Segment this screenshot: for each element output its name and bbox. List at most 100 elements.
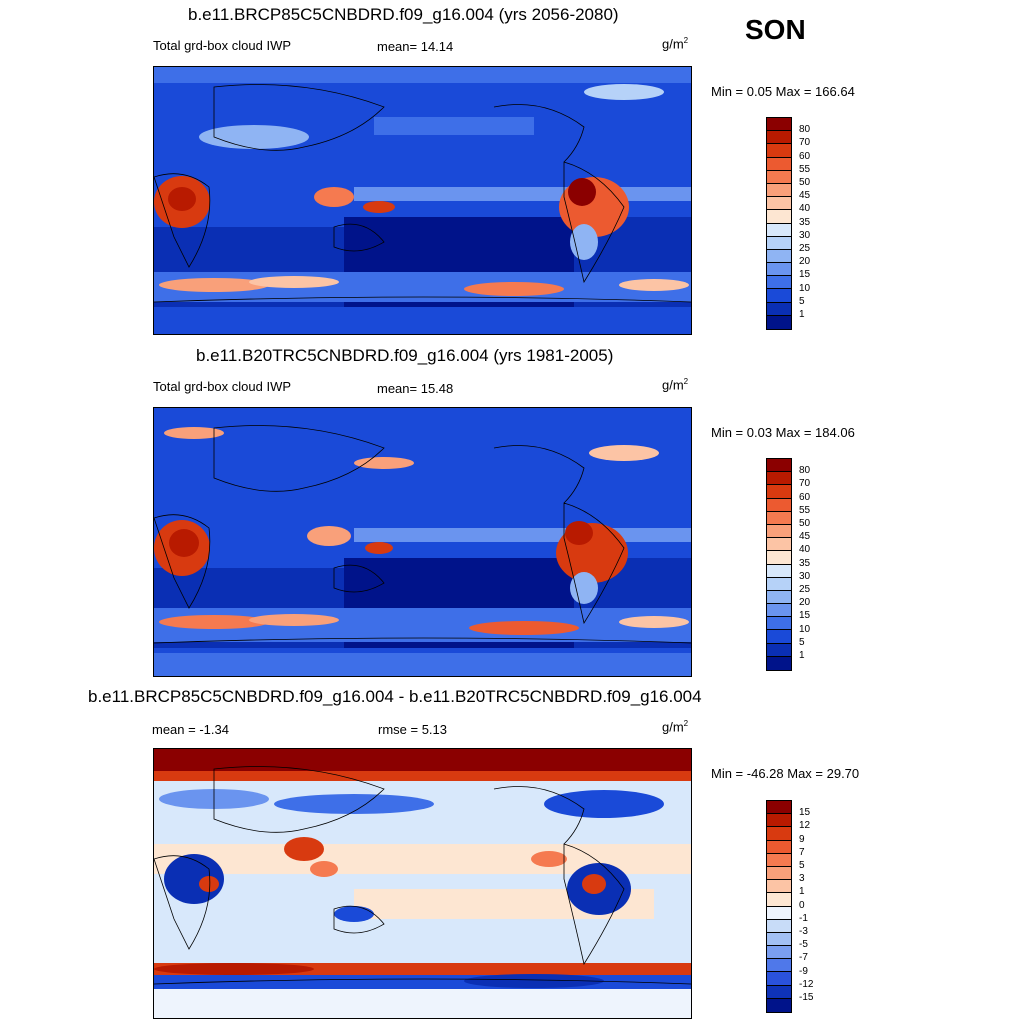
colorbar-segment [767,118,791,132]
colorbar-tick-label: 5 [799,860,805,871]
colorbar-segment [767,590,791,605]
colorbar-segment [767,998,791,1012]
colorbar-tick-label: 25 [799,584,811,595]
colorbar-tick-label: 5 [799,636,805,648]
colorbar-segment [767,524,791,539]
colorbar-tick-label: 20 [799,256,811,268]
colorbar-tick-label: 40 [799,544,811,556]
season-label: SON [745,14,806,45]
colorbar-segment [767,249,791,264]
colorbar-segment [767,263,791,277]
colorbar-tick-label: 55 [799,163,811,175]
colorbar-segment [767,538,791,552]
colorbar-segment [767,827,791,841]
colorbar-tick-label: 12 [799,820,811,832]
panel2-map [153,407,692,677]
colorbar-tick-label: 25 [799,243,811,254]
colorbar-tick-label: 80 [799,124,811,136]
panel3-mean-label: mean = -1.34 [152,722,229,737]
colorbar-tick-label: 35 [799,557,811,569]
colorbar-segment [767,564,791,578]
colorbar-segment [767,985,791,999]
panel1-map [153,66,692,335]
colorbar-tick-label: -12 [799,978,814,990]
colorbar-segment [767,289,791,303]
colorbar-segment [767,144,791,158]
colorbar-tick-label: 70 [799,137,811,149]
panel1-mean-label: mean= 14.14 [377,39,454,54]
panel3-title: b.e11.BRCP85C5CNBDRD.f09_g16.004 - b.e11… [88,687,702,706]
colorbar-segment [767,630,791,644]
colorbar-tick-label: 55 [799,504,811,516]
colorbar-segment [767,498,791,512]
panel1-units: g/m2 [662,36,689,52]
colorbar-segment [767,472,791,486]
colorbar-segment [767,302,791,316]
colorbar-segment [767,814,791,828]
colorbar-tick-label: -1 [799,912,808,924]
colorbar-segment [767,893,791,907]
colorbar-tick-label: 60 [799,150,811,162]
colorbar-tick-label: 45 [799,190,811,202]
colorbar-segment [767,932,791,947]
colorbar-tick-label: 7 [799,846,805,858]
panel1-title: b.e11.BRCP85C5CNBDRD.f09_g16.004 (yrs 20… [188,5,619,24]
colorbar-tick-label: 30 [799,570,811,582]
panel3-map [153,748,692,1019]
colorbar-tick-label: 1 [799,650,805,661]
colorbar-segment [767,617,791,631]
colorbar-tick-label: 15 [799,807,811,819]
colorbar-segment [767,459,791,473]
colorbar-segment [767,604,791,618]
colorbar-segment [767,210,791,224]
panel3-units: g/m2 [662,719,689,735]
colorbar-segment [767,551,791,565]
panel3-rmse-label: rmse = 5.13 [378,722,448,737]
panel3-colorbar [766,800,792,1013]
colorbar-tick-label: 9 [799,833,805,845]
colorbar-tick-label: -3 [799,926,808,937]
colorbar-tick-label: -7 [799,952,808,964]
colorbar-tick-label: 45 [799,531,811,543]
colorbar-segment [767,866,791,881]
panel2-title: b.e11.B20TRC5CNBDRD.f09_g16.004 (yrs 198… [196,346,614,365]
panel3-minmax: Min = -46.28 Max = 29.70 [711,766,860,781]
colorbar-tick-label: 20 [799,597,811,609]
colorbar-tick-label: -5 [799,939,808,951]
colorbar-tick-label: 70 [799,478,811,490]
colorbar-segment [767,157,791,171]
colorbar-tick-label: 10 [799,623,811,635]
colorbar-tick-label: 1 [799,309,805,320]
colorbar-tick-label: 50 [799,518,811,529]
panel2-minmax: Min = 0.03 Max = 184.06 [711,425,855,440]
colorbar-segment [767,656,791,670]
colorbar-tick-label: 60 [799,491,811,503]
colorbar-tick-label: 15 [799,269,811,281]
colorbar-segment [767,485,791,499]
panel2-units: g/m2 [662,377,689,393]
colorbar-segment [767,315,791,329]
colorbar-tick-label: -9 [799,965,808,977]
colorbar-segment [767,853,791,867]
colorbar-segment [767,919,791,933]
colorbar-segment [767,183,791,198]
colorbar-segment [767,643,791,657]
colorbar-tick-label: 1 [799,886,805,898]
colorbar-tick-label: 30 [799,229,811,241]
colorbar-segment [767,906,791,920]
colorbar-segment [767,276,791,290]
panel2-variable-label: Total grd-box cloud IWP [153,379,292,394]
colorbar-segment [767,197,791,211]
panel1-minmax: Min = 0.05 Max = 166.64 [711,84,855,99]
colorbar-tick-label: -15 [799,992,814,1003]
colorbar-segment [767,511,791,525]
colorbar-segment [767,577,791,591]
colorbar-segment [767,131,791,145]
colorbar-tick-label: 0 [799,899,805,911]
colorbar-segment [767,170,791,184]
panel1-variable-label: Total grd-box cloud IWP [153,38,292,53]
colorbar-tick-label: 40 [799,203,811,215]
colorbar-segment [767,236,791,250]
colorbar-tick-label: 10 [799,282,811,294]
colorbar-tick-label: 5 [799,295,805,307]
